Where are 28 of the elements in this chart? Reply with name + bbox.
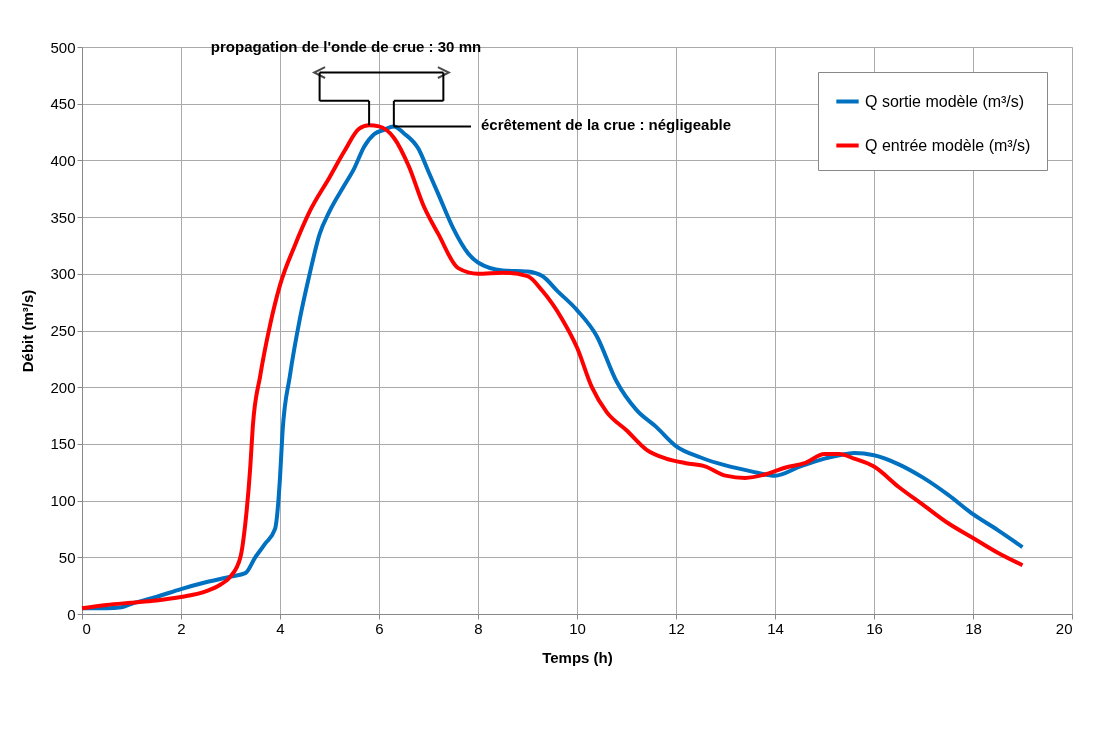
x-tick-label: 18 bbox=[965, 619, 982, 637]
x-tick-label: 20 bbox=[1055, 619, 1073, 637]
x-tick-label: 0 bbox=[82, 619, 91, 637]
y-tick-label: 100 bbox=[50, 492, 76, 510]
y-tick-label: 500 bbox=[50, 38, 76, 56]
y-tick-label: 400 bbox=[50, 151, 76, 169]
annotation: propagation de l'onde de crue : 30 mn bbox=[210, 38, 482, 55]
x-tick-label: 16 bbox=[866, 619, 883, 637]
y-tick-label: 300 bbox=[50, 265, 76, 283]
x-tick-label: 4 bbox=[276, 619, 285, 637]
legend-label: Q entrée modèle (m³/s) bbox=[865, 136, 1031, 154]
x-tick-label: 10 bbox=[569, 619, 586, 637]
x-tick-label: 2 bbox=[177, 619, 186, 637]
y-tick-label: 250 bbox=[50, 322, 76, 339]
y-tick-label: 0 bbox=[67, 605, 76, 623]
annotation: écrêtement de la crue : négligeable bbox=[481, 116, 732, 133]
x-tick-label: 14 bbox=[767, 619, 784, 637]
y-tick-label: 150 bbox=[50, 435, 76, 453]
y-tick-label: 200 bbox=[50, 378, 76, 396]
x-axis-title: Temps (h) bbox=[542, 648, 613, 666]
x-tick-label: 6 bbox=[375, 619, 384, 637]
x-tick-label: 8 bbox=[474, 619, 483, 637]
y-tick-label: 50 bbox=[58, 548, 76, 566]
x-tick-label: 12 bbox=[668, 619, 685, 637]
y-axis-title: Débit (m³/s) bbox=[19, 289, 37, 373]
y-tick-label: 450 bbox=[50, 95, 76, 113]
y-tick-label: 350 bbox=[50, 208, 76, 226]
legend-label: Q sortie modèle (m³/s) bbox=[865, 92, 1025, 110]
